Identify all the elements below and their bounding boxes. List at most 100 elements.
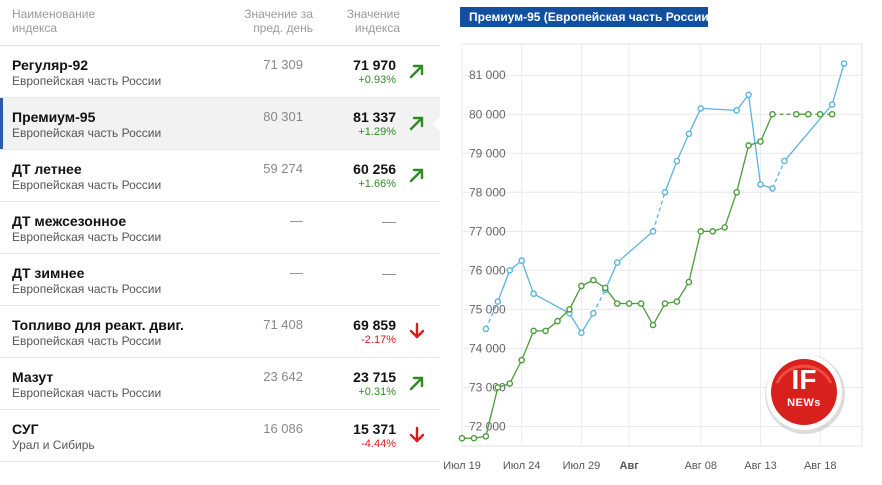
table-bottom-divider (0, 461, 440, 462)
series-blue-point (530, 290, 537, 298)
series-green-point (793, 110, 800, 118)
series-green-point (816, 110, 824, 118)
series-green-point (649, 321, 657, 329)
series-blue-point (733, 107, 740, 114)
row-prev-value: 23 642 (263, 369, 303, 384)
series-green-segment (759, 113, 774, 142)
x-tick-label: Авг (620, 460, 640, 472)
series-green-point (590, 276, 597, 284)
header-cur-line2: индекса (354, 21, 400, 35)
series-blue-point (494, 298, 502, 305)
series-green-segment (688, 231, 702, 283)
series-blue-segment (688, 108, 702, 135)
series-blue-point (518, 257, 526, 264)
series-green-segment (568, 285, 582, 310)
row-current-value: 15 371 (353, 421, 396, 437)
header-cur-line1: Значение (346, 7, 400, 21)
arrow-up-right-icon (409, 116, 424, 131)
series-blue-segment (664, 160, 678, 193)
series-green-point (494, 384, 502, 391)
table-row[interactable]: Регуляр-92 Европейская часть России 71 309… (0, 46, 440, 98)
row-title: Мазут (12, 369, 54, 385)
row-title: СУГ (12, 421, 39, 437)
series-green-point (757, 138, 764, 145)
series-blue-segment (533, 293, 570, 314)
series-blue-point (697, 105, 705, 112)
series-blue-point (613, 259, 621, 266)
row-prev-value: 16 086 (263, 421, 303, 436)
series-green-point (804, 110, 812, 118)
series-green-segment (735, 145, 750, 193)
series-blue-segment (485, 301, 499, 330)
series-blue-segment (497, 270, 511, 302)
logo-text-news: NEWs (787, 397, 821, 409)
series-blue-segment (771, 160, 785, 189)
series-green-point (482, 432, 490, 440)
y-tick-label: 79 000 (469, 146, 506, 160)
row-title: ДТ межсезонное (12, 213, 127, 229)
series-blue-point (840, 60, 848, 67)
series-blue-segment (616, 230, 654, 264)
header-prev-line1: Значение за (244, 7, 313, 21)
ifnews-logo: IF NEWs (765, 353, 845, 434)
y-tick-label: 80 000 (469, 107, 506, 121)
series-blue-point (649, 228, 657, 235)
series-green-point (518, 356, 526, 364)
header-current-value: Значение индекса (347, 7, 400, 35)
series-blue-point (828, 101, 836, 108)
series-blue-point (578, 329, 585, 337)
y-tick-label: 75 000 (469, 302, 506, 316)
series-green-point (530, 327, 537, 335)
row-current-value: — (382, 213, 396, 229)
header-name-line1: Наименование (12, 7, 96, 21)
row-title: Топливо для реакт. двиг. (12, 317, 184, 333)
series-blue-point (482, 325, 490, 333)
chart-title: Премиум-95 (Европейская часть России) (460, 7, 713, 27)
header-prev-line2: пред. день (253, 21, 313, 35)
series-green-point (470, 434, 478, 442)
table-row[interactable]: ДТ зимнее Европейская часть России — — (0, 254, 440, 306)
series-green-point (542, 327, 549, 335)
row-current-value: — (382, 265, 396, 281)
row-change: +0.93% (358, 74, 396, 86)
table-row[interactable]: СУГ Урал и Сибирь 16 086 15 371 -4.44% (0, 410, 440, 462)
table-row[interactable]: ДТ межсезонное Европейская часть России — — (0, 202, 440, 254)
x-tick-label: Авг 18 (804, 460, 836, 472)
row-current-value: 71 970 (353, 57, 396, 73)
y-tick-label: 77 000 (469, 224, 506, 238)
series-blue-point (590, 310, 597, 317)
row-region: Европейская часть России (12, 74, 162, 88)
series-blue-segment (700, 107, 737, 111)
row-title: Регуляр-92 (12, 57, 89, 73)
series-green-segment (640, 303, 654, 326)
table-row[interactable]: ДТ летнее Европейская часть России 59 274 6… (0, 150, 440, 202)
row-title: ДТ зимнее (12, 265, 85, 281)
series-blue-segment (580, 312, 594, 334)
y-tick-label: 78 000 (469, 185, 506, 199)
series-green-point (613, 300, 621, 307)
series-green-point (458, 434, 466, 442)
series-green-point (578, 282, 585, 290)
arrow-down-icon (409, 426, 425, 443)
series-green-segment (485, 387, 499, 437)
table-row[interactable]: Топливо для реакт. двиг. Европейская част… (0, 306, 440, 358)
x-tick-label: Июл 19 (443, 460, 481, 472)
row-prev-value: — (290, 265, 303, 280)
series-green-point (721, 224, 728, 231)
x-tick-label: Июл 29 (563, 460, 601, 472)
series-blue-segment (747, 94, 762, 185)
series-blue-point (781, 157, 788, 165)
table-row[interactable]: Мазут Европейская часть России 23 642 23 71… (0, 358, 440, 410)
series-green-point (685, 278, 693, 286)
y-tick-label: 72 000 (469, 419, 506, 433)
arrow-up-right-icon (409, 376, 424, 391)
row-current-value: 23 715 (353, 369, 396, 385)
row-region: Европейская часть России (12, 126, 162, 140)
row-change: -4.44% (361, 438, 396, 450)
row-region: Урал и Сибирь (12, 438, 95, 452)
table-row[interactable]: Премиум-95 Европейская часть России 80 301… (0, 98, 440, 150)
x-tick-label: Авг 08 (685, 460, 717, 472)
series-blue-point (685, 130, 693, 138)
series-green-point (769, 110, 776, 118)
series-blue-point (745, 91, 752, 99)
